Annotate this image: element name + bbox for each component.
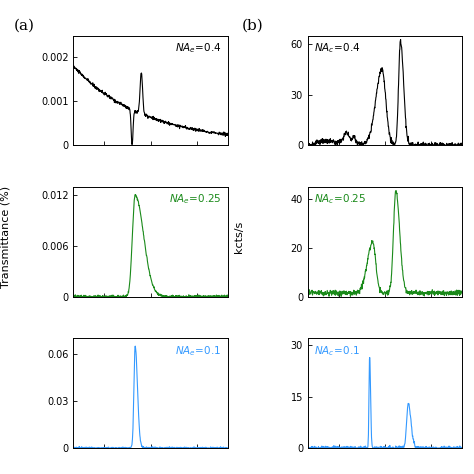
Text: $NA_c\!=\!0.4$: $NA_c\!=\!0.4$ xyxy=(314,41,361,55)
Text: kcts/s: kcts/s xyxy=(234,221,245,253)
Text: (a): (a) xyxy=(14,19,35,33)
Text: Transmittance (%): Transmittance (%) xyxy=(0,186,11,288)
Text: $NA_e\!=\!0.25$: $NA_e\!=\!0.25$ xyxy=(169,192,221,206)
Text: $NA_c\!=\!0.25$: $NA_c\!=\!0.25$ xyxy=(314,192,366,206)
Text: (b): (b) xyxy=(242,19,264,33)
Text: $NA_e\!=\!0.1$: $NA_e\!=\!0.1$ xyxy=(175,344,221,357)
Text: $NA_c\!=\!0.1$: $NA_c\!=\!0.1$ xyxy=(314,344,360,357)
Text: $NA_e\!=\!0.4$: $NA_e\!=\!0.4$ xyxy=(174,41,221,55)
